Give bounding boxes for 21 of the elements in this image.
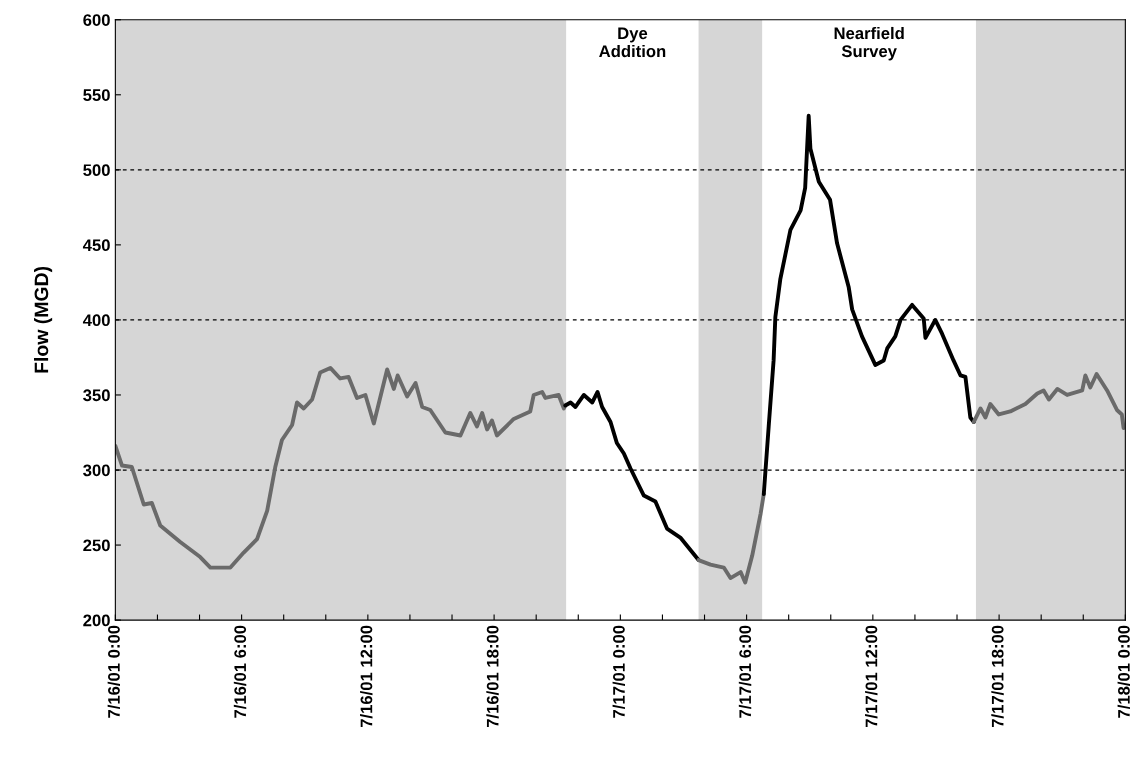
x-tick-label: 7/16/01 18:00 <box>486 625 499 728</box>
y-tick-label: 400 <box>82 314 110 327</box>
y-tick-label: 550 <box>83 89 110 101</box>
x-tick-label: 7/17/01 0:00 <box>612 625 625 718</box>
x-tick-label: 7/17/01 6:00 <box>738 625 752 718</box>
x-tick-label: 7/16/01 6:00 <box>233 625 247 718</box>
y-tick-label: 350 <box>83 389 110 402</box>
band-label: Dye Addition <box>599 27 666 58</box>
y-tick-label: 250 <box>83 539 110 552</box>
x-tick-label: 7/18/01 0:00 <box>1117 625 1130 718</box>
y-tick-label: 200 <box>83 614 110 627</box>
x-tick-label: 7/17/01 18:00 <box>991 625 1004 728</box>
band-label: Nearfield Survey <box>834 26 904 61</box>
x-tick-label: 7/17/01 12:00 <box>865 625 878 728</box>
x-tick-label: 7/16/01 0:00 <box>107 625 121 718</box>
y-axis-title: Flow (MGD) <box>34 266 53 373</box>
y-tick-label: 500 <box>83 164 110 177</box>
y-tick-label: 300 <box>83 464 110 477</box>
y-tick-label: 450 <box>82 239 110 252</box>
x-tick-label: 7/16/01 12:00 <box>360 625 373 728</box>
y-tick-label: 600 <box>83 14 110 26</box>
